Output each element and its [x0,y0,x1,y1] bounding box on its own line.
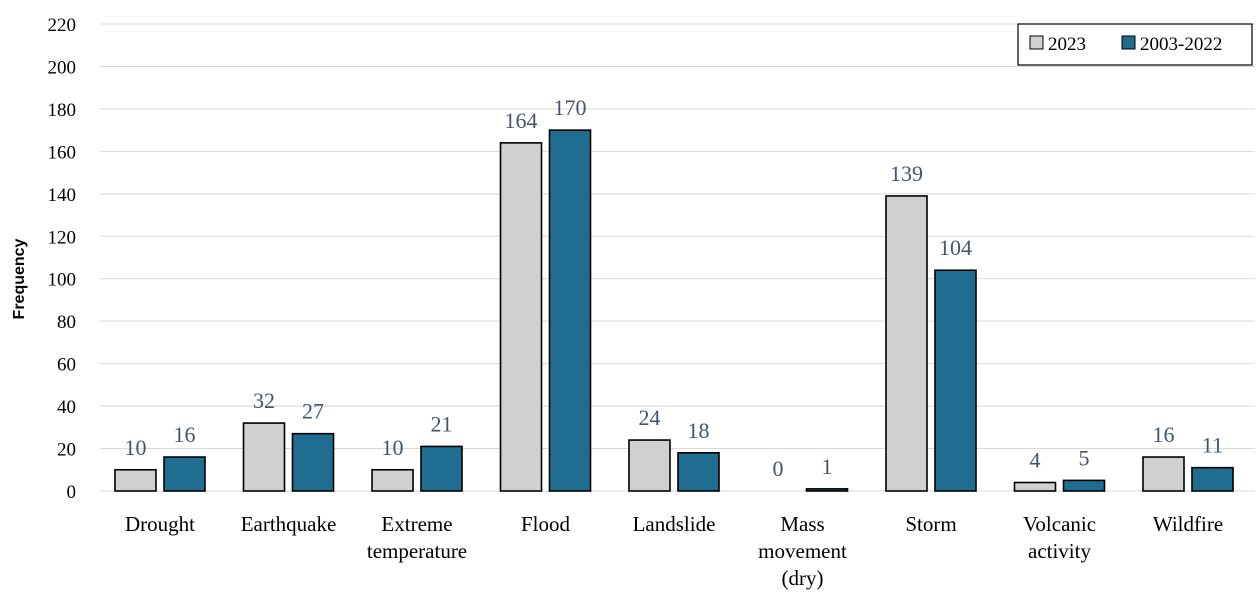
data-label: 11 [1202,433,1223,458]
bar-series-1[interactable] [114,468,157,492]
bar-series-2[interactable] [291,432,335,492]
legend-label: 2003-2022 [1140,34,1222,55]
bars [114,129,1234,492]
bar-series-2[interactable] [420,445,463,492]
y-axis-ticks: 0 20 40 60 80 100 120 140 160 180 200 220 [48,15,77,503]
bar-series-1[interactable] [1142,456,1185,492]
y-tick-label: 40 [57,397,76,418]
legend-label: 2023 [1048,34,1086,55]
x-category-label: Storm [905,512,956,536]
x-category-label: Earthquake [241,512,337,536]
bar-series-1[interactable] [885,195,928,492]
data-label: 139 [890,161,923,186]
x-category-label: Extreme temperature [367,512,467,563]
x-category-label: Wildfire [1153,512,1223,536]
y-tick-label: 120 [48,227,77,248]
bar-series-1[interactable] [499,142,543,492]
y-axis-title: Frequency [11,238,28,319]
bar-series-1[interactable] [628,439,671,492]
x-category-label: Mass movement (dry) [758,512,847,590]
x-category-label: Drought [125,512,195,536]
data-label: 18 [688,418,710,443]
bar-series-1[interactable] [242,422,286,492]
bar-series-1[interactable] [1013,481,1057,492]
y-tick-label: 60 [57,355,76,376]
data-label: 32 [253,388,275,413]
data-label: 0 [773,456,784,481]
data-label: 16 [1153,422,1175,447]
data-label: 5 [1079,445,1090,470]
x-category-label: Flood [521,512,571,536]
x-category-label: Volcanic activity [1023,512,1096,563]
bar-series-2[interactable] [677,451,720,492]
y-tick-label: 0 [67,482,77,503]
y-tick-label: 220 [48,15,77,36]
y-tick-label: 20 [57,440,76,461]
x-axis-categories: Drought Earthquake Extreme temperature Flood… [125,512,1223,590]
data-label: 164 [505,108,538,133]
bar-series-2[interactable] [805,488,849,492]
x-category-label: Landslide [633,512,716,536]
legend[interactable]: 2023 2003-2022 [1017,23,1253,66]
data-label: 21 [431,411,453,436]
data-label: 170 [554,95,587,120]
data-label: 10 [125,435,147,460]
bar-series-1[interactable] [371,468,414,492]
data-label: 27 [302,399,324,424]
y-tick-label: 200 [48,57,77,78]
data-labels: 10 16 32 27 10 21 164 170 24 18 0 1 139 104 4 5 16 11 [125,95,1224,481]
bar-series-2[interactable] [934,269,977,492]
data-label: 24 [639,405,661,430]
bar-series-2[interactable] [1191,466,1234,492]
y-tick-label: 80 [57,312,76,333]
gridlines [100,23,1255,492]
bar-series-2[interactable] [548,129,592,492]
bar-series-2[interactable] [163,456,206,492]
data-label: 1 [822,454,833,479]
y-tick-label: 180 [48,100,77,121]
data-label: 104 [939,235,972,260]
y-tick-label: 100 [48,270,77,291]
bar-series-2[interactable] [1062,479,1106,492]
data-label: 10 [382,435,404,460]
legend-swatch [1121,35,1136,50]
data-label: 16 [174,422,196,447]
y-tick-label: 160 [48,142,77,163]
data-label: 4 [1030,448,1041,473]
y-tick-label: 140 [48,185,77,206]
legend-swatch [1029,35,1044,50]
